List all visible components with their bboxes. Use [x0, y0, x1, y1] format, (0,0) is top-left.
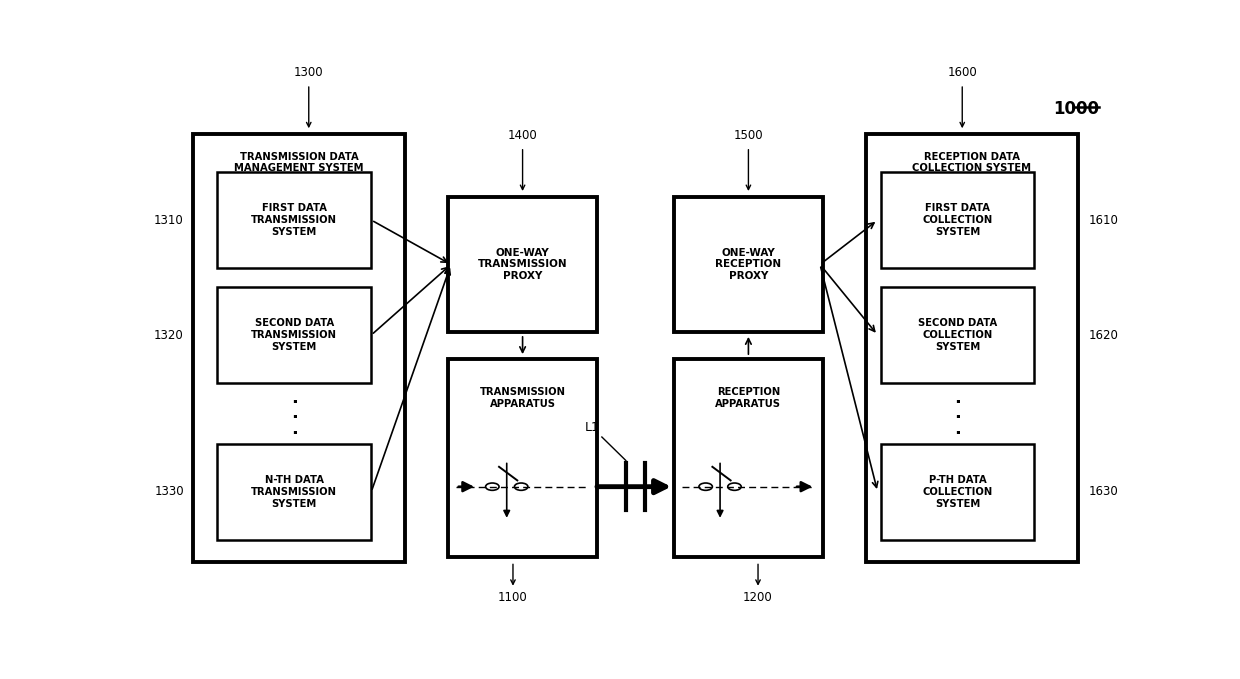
Text: .: . [954, 389, 961, 407]
Text: 1630: 1630 [1089, 485, 1118, 498]
Text: 1400: 1400 [507, 128, 537, 142]
FancyBboxPatch shape [675, 359, 823, 557]
Text: N-TH DATA
TRANSMISSION
SYSTEM: N-TH DATA TRANSMISSION SYSTEM [252, 475, 337, 509]
FancyBboxPatch shape [880, 287, 1034, 384]
FancyBboxPatch shape [880, 172, 1034, 268]
FancyBboxPatch shape [448, 359, 596, 557]
Text: 1620: 1620 [1089, 329, 1118, 342]
Text: 1600: 1600 [947, 66, 977, 79]
FancyBboxPatch shape [866, 134, 1078, 562]
Text: 1300: 1300 [294, 66, 324, 79]
Text: FIRST DATA
COLLECTION
SYSTEM: FIRST DATA COLLECTION SYSTEM [923, 204, 992, 236]
Text: SECOND DATA
TRANSMISSION
SYSTEM: SECOND DATA TRANSMISSION SYSTEM [252, 318, 337, 352]
Text: 1330: 1330 [154, 485, 184, 498]
Text: .: . [291, 405, 298, 422]
Text: 1200: 1200 [743, 591, 773, 604]
Text: .: . [954, 420, 961, 438]
Text: TRANSMISSION
APPARATUS: TRANSMISSION APPARATUS [480, 387, 565, 409]
Text: TRANSMISSION DATA
MANAGEMENT SYSTEM: TRANSMISSION DATA MANAGEMENT SYSTEM [234, 151, 363, 173]
Text: SECOND DATA
COLLECTION
SYSTEM: SECOND DATA COLLECTION SYSTEM [918, 318, 997, 352]
FancyBboxPatch shape [193, 134, 404, 562]
Text: 1500: 1500 [734, 128, 764, 142]
Text: 1610: 1610 [1089, 213, 1118, 227]
Text: 1100: 1100 [498, 591, 528, 604]
Text: P-TH DATA
COLLECTION
SYSTEM: P-TH DATA COLLECTION SYSTEM [923, 475, 992, 509]
FancyBboxPatch shape [880, 443, 1034, 540]
FancyBboxPatch shape [217, 443, 371, 540]
FancyBboxPatch shape [675, 196, 823, 333]
Text: RECEPTION
APPARATUS: RECEPTION APPARATUS [715, 387, 781, 409]
Text: FIRST DATA
TRANSMISSION
SYSTEM: FIRST DATA TRANSMISSION SYSTEM [252, 204, 337, 236]
Text: 1320: 1320 [154, 329, 184, 342]
Text: ONE-WAY
TRANSMISSION
PROXY: ONE-WAY TRANSMISSION PROXY [477, 248, 568, 281]
Text: .: . [291, 389, 298, 407]
Text: RECEPTION DATA
COLLECTION SYSTEM: RECEPTION DATA COLLECTION SYSTEM [913, 151, 1032, 173]
Text: .: . [954, 405, 961, 422]
FancyBboxPatch shape [217, 287, 371, 384]
Text: L1: L1 [585, 422, 600, 435]
Text: 1000: 1000 [1053, 100, 1099, 117]
FancyBboxPatch shape [448, 196, 596, 333]
Text: ONE-WAY
RECEPTION
PROXY: ONE-WAY RECEPTION PROXY [715, 248, 781, 281]
Text: .: . [291, 420, 298, 438]
FancyBboxPatch shape [217, 172, 371, 268]
Text: 1310: 1310 [154, 213, 184, 227]
